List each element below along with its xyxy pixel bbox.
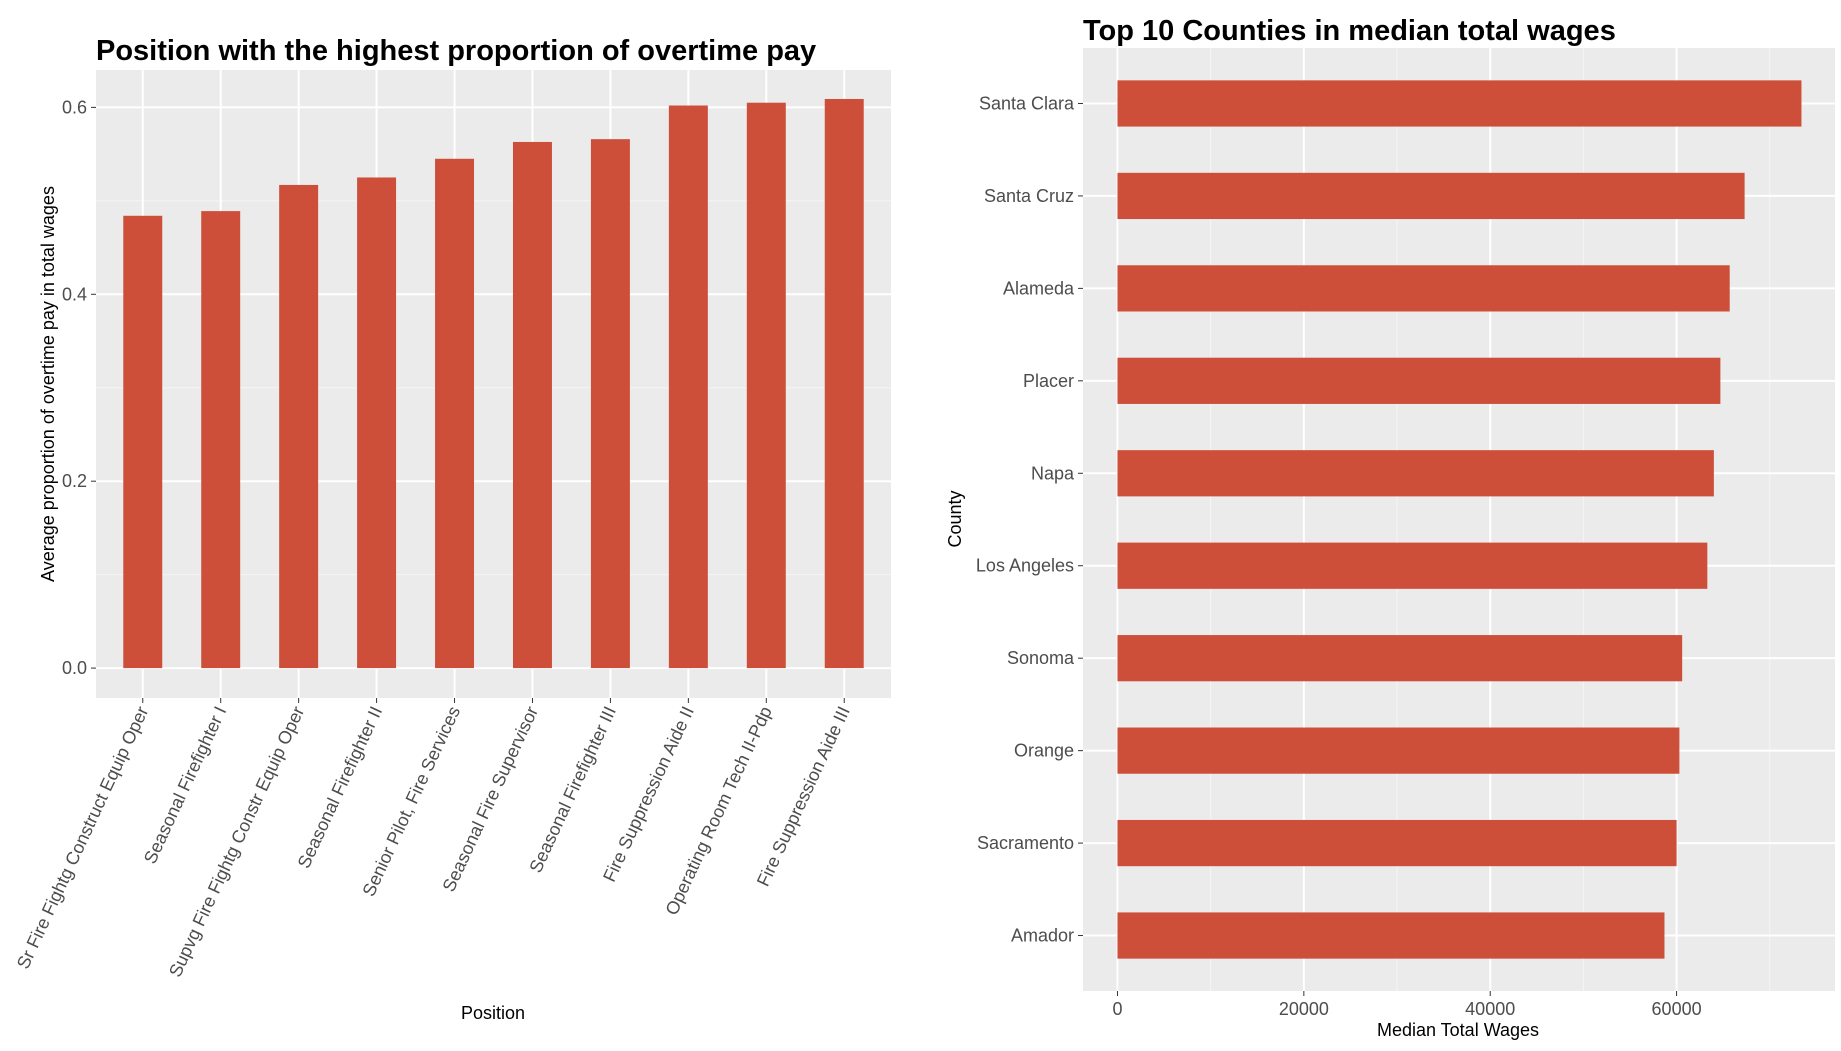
- right-y-tick-label: Placer: [1023, 371, 1074, 391]
- left-y-axis-title: Average proportion of overtime pay in to…: [38, 186, 58, 582]
- bar-alameda: [1117, 265, 1730, 312]
- right-x-tick-label: 60000: [1652, 999, 1702, 1019]
- bar-seasonal-firefighter-iii: [590, 139, 630, 669]
- left-x-tick-label: Supvg Fire Fightg Constr Equip Oper: [165, 703, 308, 980]
- bar-senior-pilot-fire-services: [435, 158, 475, 669]
- bar-placer: [1117, 357, 1721, 404]
- bar-fire-suppression-aide-iii: [824, 98, 864, 669]
- left-y-tick-label: 0.0: [62, 658, 87, 678]
- bar-napa: [1117, 450, 1714, 497]
- left-x-tick-label: Sr Fire Fightg Construct Equip Oper: [13, 703, 152, 972]
- left-x-tick-label: Seasonal Firefighter II: [294, 703, 387, 871]
- left-x-axis-ticks: Sr Fire Fightg Construct Equip OperSeaso…: [13, 698, 854, 980]
- left-y-tick-label: 0.6: [62, 97, 87, 117]
- right-y-tick-label: Napa: [1031, 463, 1075, 483]
- bar-fire-suppression-aide-ii: [668, 105, 708, 669]
- right-x-axis-ticks: 0 20000 40000 60000: [1112, 991, 1702, 1019]
- bar-seasonal-firefighter-ii: [357, 177, 397, 669]
- left-chart: Position with the highest proportion of …: [13, 35, 891, 1023]
- bar-orange: [1117, 727, 1680, 774]
- right-bars: [1117, 80, 1802, 959]
- bar-operating-room-tech-ii-pdp: [746, 102, 786, 669]
- right-y-tick-label: Sacramento: [977, 833, 1074, 853]
- right-y-axis-title: County: [945, 490, 965, 547]
- left-x-tick-label: Fire Suppression Aide III: [753, 703, 854, 889]
- bar-los-angeles: [1117, 542, 1708, 589]
- right-x-axis-title: Median Total Wages: [1377, 1020, 1539, 1040]
- left-bars: [123, 98, 864, 669]
- left-x-tick-label: Seasonal Firefighter III: [525, 703, 620, 876]
- right-y-tick-label: Los Angeles: [976, 556, 1074, 576]
- right-x-tick-label: 40000: [1465, 999, 1515, 1019]
- bar-santa-clara: [1117, 80, 1802, 127]
- right-y-axis-ticks: Santa Clara Santa Cruz Alameda Placer Napa Lo…: [976, 93, 1083, 946]
- left-y-tick-label: 0.4: [62, 284, 87, 304]
- left-chart-title: Position with the highest proportion of …: [96, 35, 816, 67]
- left-y-tick-label: 0.2: [62, 471, 87, 491]
- bar-amador: [1117, 912, 1665, 959]
- bar-sr-fire-fightg-construct-equip-oper: [123, 215, 163, 669]
- right-chart-title: Top 10 Counties in median total wages: [1083, 15, 1616, 47]
- left-y-axis-ticks: 0.0 0.2 0.4 0.6: [62, 97, 96, 678]
- left-x-axis-title: Position: [461, 1003, 525, 1023]
- right-chart: Top 10 Counties in median total wages Sa…: [945, 15, 1835, 1040]
- right-x-tick-label: 20000: [1279, 999, 1329, 1019]
- bar-seasonal-fire-supervisor: [512, 141, 552, 669]
- right-x-tick-label: 0: [1112, 999, 1122, 1019]
- right-y-tick-label: Sonoma: [1007, 648, 1075, 668]
- bar-seasonal-firefighter-i: [201, 211, 241, 669]
- bar-santa-cruz: [1117, 172, 1745, 220]
- right-y-tick-label: Orange: [1014, 741, 1074, 761]
- bar-sonoma: [1117, 635, 1683, 682]
- right-y-tick-label: Alameda: [1003, 278, 1075, 298]
- right-y-tick-label: Santa Clara: [979, 93, 1075, 113]
- right-y-tick-label: Amador: [1011, 926, 1074, 946]
- left-x-tick-label: Fire Suppression Aide II: [599, 703, 698, 885]
- bar-sacramento: [1117, 819, 1677, 867]
- bar-supvg-fire-fightg-constr-equip-oper: [279, 184, 319, 669]
- right-y-tick-label: Santa Cruz: [984, 186, 1074, 206]
- left-x-tick-label: Seasonal Firefighter I: [140, 703, 230, 867]
